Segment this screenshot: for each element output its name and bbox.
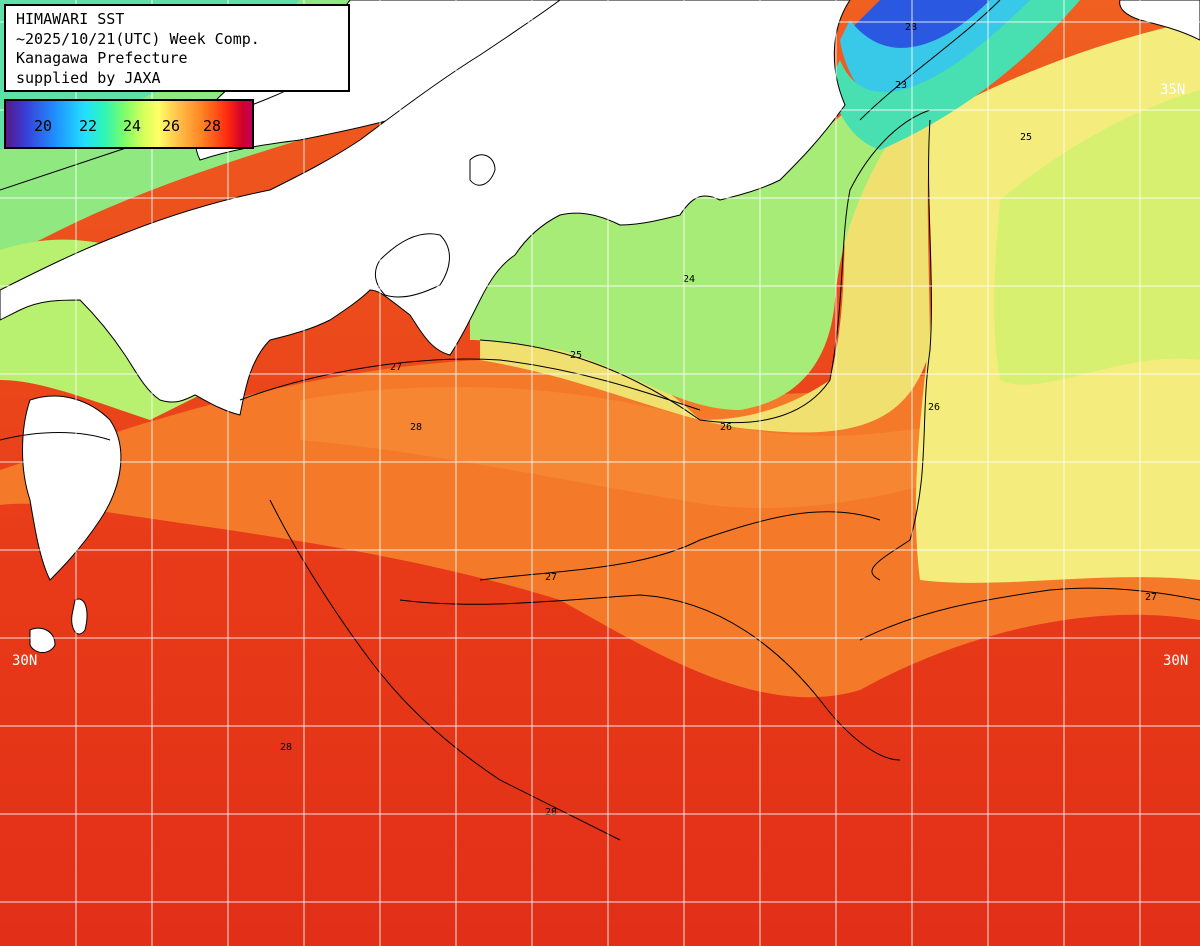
legend-tick: 28 <box>203 117 222 135</box>
contour-26 <box>871 119 932 581</box>
contour-label: 27 <box>545 572 557 583</box>
sea-orange-streak <box>300 386 980 509</box>
contour-27-mid <box>479 511 881 581</box>
lat-label-30n-right: 30N <box>1163 653 1189 669</box>
title-box: HIMAWARI SST ~2025/10/21(UTC) Week Comp.… <box>4 4 350 92</box>
contour-label: 23 <box>895 80 907 91</box>
contour-28 <box>269 499 621 841</box>
land-island-2 <box>71 598 88 635</box>
contour-27 <box>239 358 701 411</box>
legend-tick: 26 <box>162 117 181 135</box>
lat-label-35n: 35N <box>1160 82 1186 98</box>
contour-label: 27 <box>1145 592 1157 603</box>
lat-label-30n-left: 30N <box>12 653 38 669</box>
land-japan-main <box>0 0 851 416</box>
color-legend: 20 22 24 26 28 <box>4 99 254 149</box>
title-line-date: ~2025/10/21(UTC) Week Comp. <box>16 29 260 48</box>
contour-label-group: 28 23 24 25 26 27 28 27 27 26 25 28 28 <box>280 22 1157 818</box>
land-izu <box>469 154 496 186</box>
title-line-agency: Kanagawa Prefecture <box>16 49 188 67</box>
contour-26-ne <box>859 0 1001 121</box>
contour-label: 28 <box>280 742 292 753</box>
contour-25-w <box>0 432 111 441</box>
contour-25 <box>479 109 931 424</box>
contour-27-low <box>399 594 901 761</box>
sea-teal-ne <box>830 0 1080 150</box>
legend-tick: 24 <box>123 117 142 135</box>
contour-label: 26 <box>720 422 732 433</box>
contour-label: 25 <box>1020 132 1032 143</box>
land-masses <box>0 0 1200 653</box>
title-line-supplier: supplied by JAXA <box>16 68 161 87</box>
contour-label: 28 <box>905 22 917 33</box>
legend-tick: 22 <box>79 117 98 135</box>
land-kyushu <box>22 395 122 581</box>
land-island-1 <box>29 627 56 653</box>
contour-label: 27 <box>390 362 402 373</box>
contour-label: 28 <box>410 422 422 433</box>
sea-lightgreen-east <box>994 90 1200 385</box>
contour-label: 28 <box>545 807 557 818</box>
contour-label: 24 <box>683 274 695 285</box>
contour-label: 26 <box>928 402 940 413</box>
title-line-satellite: HIMAWARI SST <box>16 10 125 28</box>
sea-cyan-ne <box>840 0 1030 110</box>
legend-tick: 20 <box>34 117 53 135</box>
contour-label: 25 <box>570 350 582 361</box>
